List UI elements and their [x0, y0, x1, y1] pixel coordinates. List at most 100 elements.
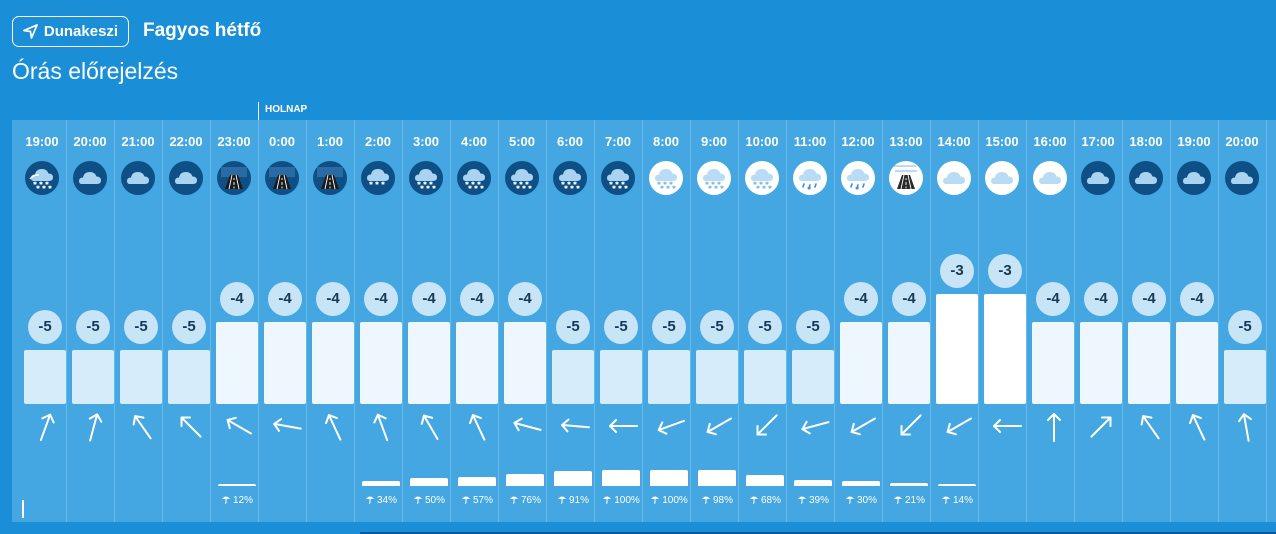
- wind-arrow-icon: [1226, 406, 1266, 446]
- hour-column[interactable]: 4:00 ✱ ✱ ✱ ✱ ✱ ✱ -4 57%: [450, 120, 499, 522]
- svg-text:✱: ✱: [666, 185, 670, 191]
- precipitation-probability: 100%: [596, 494, 646, 506]
- svg-text:✱: ✱: [423, 181, 427, 187]
- night-cloudy-icon: [121, 161, 155, 195]
- precipitation-label: 76%: [520, 495, 541, 506]
- svg-text:✱: ✱: [48, 185, 52, 191]
- svg-text:✱: ✱: [417, 181, 421, 187]
- umbrella-icon: [603, 496, 612, 504]
- wind-arrow-icon: [1130, 406, 1170, 446]
- svg-text:✱: ✱: [432, 185, 436, 191]
- hour-time: 3:00: [412, 134, 440, 149]
- umbrella-icon: [413, 496, 422, 504]
- hour-time: 23:00: [217, 134, 251, 149]
- hour-column[interactable]: 11:00 ✱ -5 39%: [786, 120, 835, 522]
- hour-column[interactable]: 14:00 -3 14%: [930, 120, 979, 522]
- svg-text:✱: ✱: [480, 185, 484, 191]
- day-icy-road-icon: [889, 161, 923, 195]
- hour-column[interactable]: 23:00 -4 12%: [210, 120, 259, 522]
- hour-column[interactable]: 13:00 -4 21%: [882, 120, 931, 522]
- umbrella-icon: [651, 496, 660, 504]
- svg-text:✱: ✱: [570, 185, 574, 191]
- hour-column[interactable]: 10:00 ✱ ✱ ✱ ✱ ✱ ✱ -5 68%: [738, 120, 787, 522]
- precipitation-bar: [698, 470, 736, 486]
- temperature-bar: [504, 322, 546, 404]
- hour-column[interactable]: 0:00 -4: [258, 120, 307, 522]
- svg-text:✱: ✱: [477, 181, 481, 187]
- temperature-bar: [1128, 322, 1170, 404]
- precipitation-bar: [218, 484, 256, 486]
- night-cloudy-icon: [73, 161, 107, 195]
- hour-column[interactable]: 1:00 -4: [306, 120, 355, 522]
- hour-column[interactable]: 15:00 -3: [978, 120, 1027, 522]
- svg-text:✱: ✱: [513, 181, 517, 187]
- page-title: Órás előrejelzés: [12, 58, 179, 84]
- hour-column[interactable]: 6:00 ✱ ✱ ✱ ✱ ✱ ✱ -5 91%: [546, 120, 595, 522]
- temperature-bubble: -4: [316, 282, 350, 316]
- precipitation-probability: 98%: [692, 494, 742, 506]
- hour-column[interactable]: 2:00 ✱ ✱ ✱ -4 34%: [354, 120, 403, 522]
- wind-arrow-icon: [1178, 406, 1218, 446]
- location-button[interactable]: Dunakeszi: [12, 16, 129, 47]
- hour-column[interactable]: 18:00 -4: [1122, 120, 1171, 522]
- temperature-bar: [408, 322, 450, 404]
- day-sleet-icon: ✱: [793, 161, 827, 195]
- temperature-bar: [696, 350, 738, 404]
- precipitation-bar: [410, 478, 448, 486]
- svg-text:✱: ✱: [567, 181, 571, 187]
- temperature-bubble: -4: [460, 282, 494, 316]
- night-cloudy-icon: [1081, 161, 1115, 195]
- hour-column[interactable]: 7:00 ✱ ✱ ✱ ✱ ✱ ✱ -5 100%: [594, 120, 643, 522]
- hour-column[interactable]: 17:00 -4: [1074, 120, 1123, 522]
- hour-column[interactable]: 20:00 -5: [1218, 120, 1267, 522]
- svg-text:✱: ✱: [369, 181, 373, 187]
- svg-text:✱: ✱: [564, 185, 568, 191]
- temperature-bar: [456, 322, 498, 404]
- svg-text:✱: ✱: [609, 181, 613, 187]
- hour-column[interactable]: 21:00 -5: [114, 120, 163, 522]
- wind-arrow-icon: [650, 406, 690, 446]
- precipitation-label: 91%: [568, 495, 589, 506]
- precipitation-label: 39%: [808, 495, 829, 506]
- next-day-marker: HOLNAP: [258, 102, 307, 120]
- wind-arrow-icon: [746, 406, 786, 446]
- hour-time: 19:00: [1177, 134, 1211, 149]
- temperature-bubble: -4: [1084, 282, 1118, 316]
- temperature-bar: [744, 350, 786, 404]
- svg-text:✱: ✱: [762, 185, 766, 191]
- hour-column[interactable]: 8:00 ✱ ✱ ✱ ✱ ✱ ✱ -5 100%: [642, 120, 691, 522]
- hour-column[interactable]: 19:00 ✱ ✱ ✱ ✱ ✱ ✱ -5: [18, 120, 67, 522]
- hour-time: 11:00: [793, 134, 827, 149]
- precipitation-bar: [842, 481, 880, 486]
- hour-column[interactable]: 16:00 -4: [1026, 120, 1075, 522]
- hour-time: 7:00: [604, 134, 632, 149]
- day-snow-icon: ✱ ✱ ✱ ✱ ✱ ✱: [649, 161, 683, 195]
- precipitation-bar: [506, 474, 544, 486]
- precipitation-probability: 39%: [788, 494, 838, 506]
- hour-column[interactable]: 5:00 ✱ ✱ ✱ ✱ ✱ ✱ -4 76%: [498, 120, 547, 522]
- precipitation-bar: [362, 481, 400, 486]
- svg-text:✱: ✱: [576, 185, 580, 191]
- hour-column[interactable]: 9:00 ✱ ✱ ✱ ✱ ✱ ✱ -5 98%: [690, 120, 739, 522]
- hour-column[interactable]: 3:00 ✱ ✱ ✱ ✱ ✱ ✱ -4 50%: [402, 120, 451, 522]
- temperature-bar: [1032, 322, 1074, 404]
- umbrella-icon: [557, 496, 566, 504]
- svg-text:✱: ✱: [561, 181, 565, 187]
- hour-time: 17:00: [1081, 134, 1115, 149]
- umbrella-icon: [893, 496, 902, 504]
- svg-text:✱: ✱: [657, 181, 661, 187]
- wind-arrow-icon: [26, 406, 66, 446]
- wind-arrow-icon: [410, 406, 450, 446]
- temperature-bar: [936, 294, 978, 404]
- hour-column[interactable]: 19:00 -4: [1170, 120, 1219, 522]
- svg-text:✱: ✱: [468, 185, 472, 191]
- navigation-arrow-icon: [22, 24, 38, 39]
- svg-text:✱: ✱: [381, 181, 385, 187]
- hour-time: 0:00: [268, 134, 296, 149]
- hour-column[interactable]: 12:00 ✱ -4 30%: [834, 120, 883, 522]
- svg-text:✱: ✱: [522, 185, 526, 191]
- svg-text:✱: ✱: [474, 185, 478, 191]
- hour-time: 5:00: [508, 134, 536, 149]
- hour-column[interactable]: 20:00 -5: [66, 120, 115, 522]
- hour-column[interactable]: 22:00 -5: [162, 120, 211, 522]
